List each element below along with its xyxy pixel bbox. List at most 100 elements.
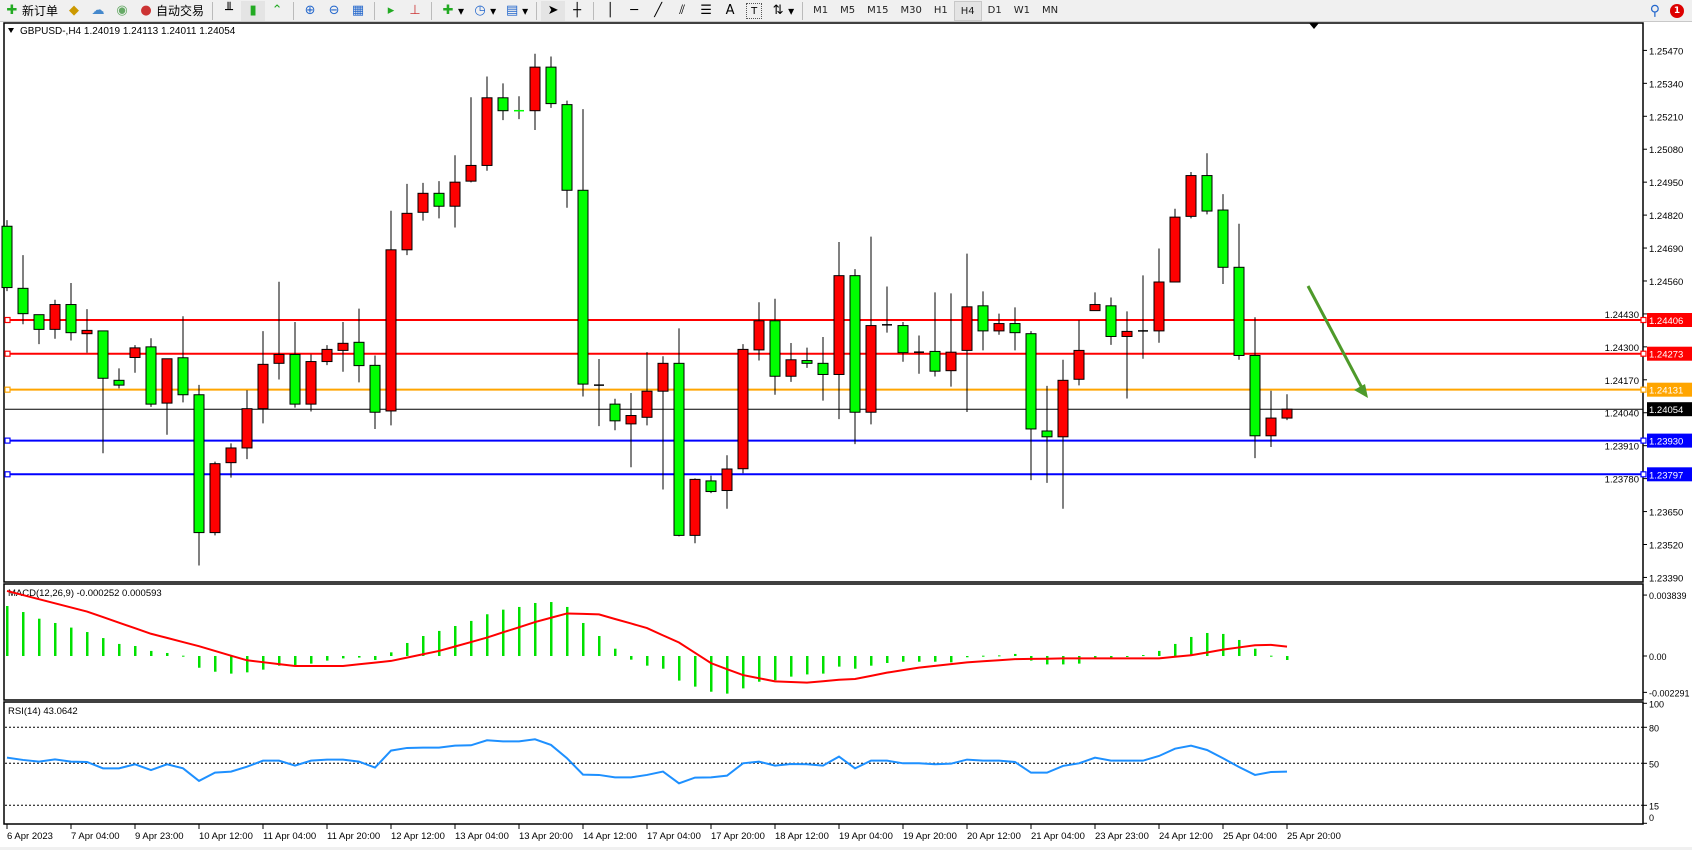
candle-body — [385, 249, 397, 412]
candle-body — [625, 415, 637, 425]
price-tick-label: 1.23780 — [1605, 475, 1639, 486]
timeframe-m15[interactable]: M15 — [867, 4, 889, 16]
crosshair-button[interactable]: ┼ — [565, 1, 589, 21]
autoscroll-button[interactable]: ▸ — [379, 1, 403, 21]
zoom-in-button[interactable]: ⊕ — [298, 1, 322, 21]
macd-tick-label: 0.003839 — [1649, 591, 1687, 601]
price-tick-label: 1.23650 — [1649, 508, 1683, 519]
arrows-button[interactable]: ⇅ ▾ — [766, 1, 798, 21]
time-label: 11 Apr 04:00 — [263, 831, 316, 842]
templates-button[interactable]: ▤ ▾ — [505, 2, 529, 18]
rsi-tick-label: 0 — [1649, 813, 1654, 823]
price-tick-label: 1.23520 — [1649, 541, 1683, 552]
macd-histogram-bar — [742, 656, 745, 689]
level-price-tag — [1647, 433, 1692, 448]
level-handle — [1640, 350, 1647, 357]
periods-button[interactable]: ◷ ▾ — [468, 1, 500, 21]
chart-canvas[interactable]: GBPUSD-,H4 1.24019 1.24113 1.24011 1.240… — [0, 22, 1692, 847]
toolbar-separator — [212, 1, 214, 20]
candle-body — [561, 104, 573, 191]
timeframe-m30[interactable]: M30 — [900, 4, 922, 16]
candle-body — [977, 305, 989, 332]
macd-histogram-bar — [438, 630, 441, 656]
data-window-button[interactable]: ☁ — [86, 1, 110, 21]
macd-histogram-bar — [710, 656, 713, 692]
text-icon: A — [725, 2, 735, 18]
tile-windows-icon: ▦ — [351, 2, 365, 18]
vertical-line-icon: │ — [606, 2, 615, 18]
candle-body — [673, 362, 685, 536]
level-handle — [4, 350, 11, 357]
crosshair-icon: ┼ — [573, 2, 582, 18]
candle-body — [1169, 216, 1181, 283]
notification-badge[interactable]: 1 — [1670, 4, 1684, 18]
fibonacci-button[interactable]: ☰ — [694, 1, 718, 21]
timeframe-h4[interactable]: H4 — [953, 0, 982, 21]
macd-histogram-bar — [646, 656, 649, 666]
market-watch-button[interactable]: ◆ — [62, 1, 86, 21]
timeframe-w1[interactable]: W1 — [1013, 4, 1030, 16]
candle-body — [993, 323, 1005, 332]
indicators-button[interactable]: ✚ ▾ — [436, 1, 468, 21]
candle-body — [737, 348, 749, 470]
price-tick-label: 1.24820 — [1649, 211, 1683, 222]
candle-body — [1249, 354, 1261, 437]
candle-body — [129, 347, 141, 359]
level-price-label: 1.23797 — [1649, 470, 1683, 481]
level-price-tag — [1647, 313, 1692, 328]
price-tick-label: 1.24300 — [1605, 343, 1639, 354]
candle-body — [833, 275, 845, 375]
tile-windows-button[interactable]: ▦ — [346, 1, 370, 21]
macd-histogram-bar — [598, 636, 601, 656]
text-button[interactable]: A — [718, 1, 742, 21]
level-price-label: 1.24406 — [1649, 316, 1683, 327]
macd-histogram-bar — [806, 656, 809, 675]
zoom-out-button[interactable]: ⊖ — [322, 1, 346, 21]
timeframe-m1[interactable]: M1 — [813, 4, 829, 16]
cursor-icon: ➤ — [547, 2, 559, 18]
timeframe-mn[interactable]: MN — [1041, 4, 1059, 16]
macd-histogram-bar — [534, 602, 537, 656]
candle-body — [257, 363, 269, 410]
level-price-label: 1.24131 — [1649, 386, 1683, 397]
price-tick-label: 1.23390 — [1649, 573, 1683, 584]
timeframe-d1[interactable]: D1 — [987, 4, 1002, 16]
level-price-tag — [1647, 346, 1692, 361]
macd-histogram-bar — [1222, 633, 1225, 656]
cursor-button[interactable]: ➤ — [541, 0, 566, 21]
new-order-button[interactable]: ✚ 新订单 — [0, 1, 62, 21]
macd-histogram-bar — [822, 656, 825, 674]
candle-body — [33, 314, 45, 330]
candle-body — [945, 351, 957, 372]
vertical-line-button[interactable]: │ — [598, 1, 622, 21]
candle-body — [961, 306, 973, 351]
search-icon[interactable]: ⚲ — [1649, 3, 1660, 19]
autotrading-button[interactable]: ● 自动交易 — [134, 1, 208, 21]
macd-tick-label: 0.00 — [1649, 652, 1667, 662]
level-price-tag — [1647, 467, 1692, 482]
level-handle — [4, 386, 11, 393]
candle-body — [609, 403, 621, 422]
timeframe-m5[interactable]: M5 — [840, 4, 856, 16]
current-price-tag — [1647, 402, 1692, 417]
level-handle — [4, 471, 11, 478]
trendline-button[interactable]: ╱ — [646, 1, 670, 21]
macd-histogram-bar — [726, 656, 729, 694]
time-label: 9 Apr 23:00 — [135, 831, 184, 842]
line-chart-button[interactable]: ⌃ — [265, 1, 289, 21]
candlestick-button[interactable]: ▮ — [241, 0, 266, 21]
text-label-button[interactable]: T — [742, 1, 766, 21]
candle-body — [1089, 304, 1101, 312]
zoom-in-icon: ⊕ — [304, 2, 316, 18]
timeframe-h1[interactable]: H1 — [933, 4, 948, 16]
bar-chart-button[interactable]: ╨ — [217, 1, 241, 21]
equidistant-channel-button[interactable]: ⫽ — [670, 1, 694, 21]
candle-body — [241, 408, 253, 449]
time-label: 17 Apr 04:00 — [647, 831, 701, 842]
signals-button[interactable]: ◉ — [110, 1, 134, 21]
macd-label: MACD(12,26,9) -0.000252 0.000593 — [8, 588, 162, 599]
chart-shift-button[interactable]: ⊥ — [403, 1, 427, 21]
horizontal-line-button[interactable]: ─ — [622, 1, 646, 21]
macd-histogram-bar — [86, 632, 89, 656]
macd-histogram-bar — [454, 626, 457, 656]
